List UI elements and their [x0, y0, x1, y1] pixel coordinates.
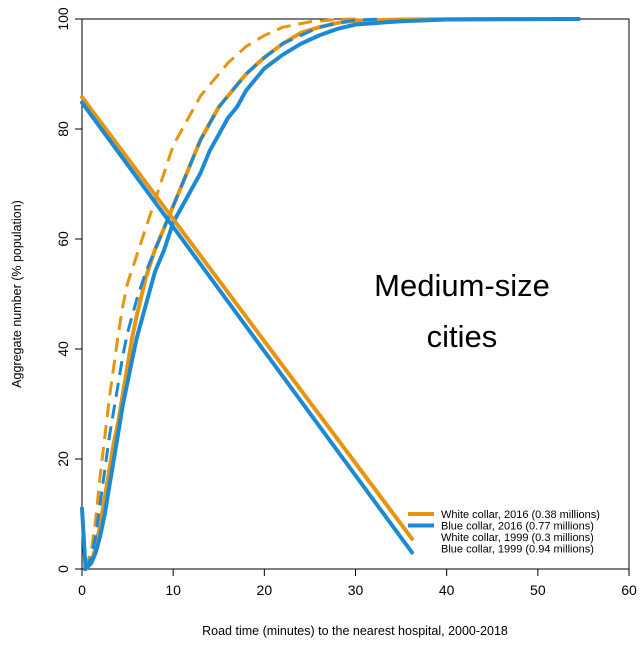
x-axis: 0 10 20 30 40 50 60 — [78, 569, 637, 598]
annotation-line-2: cities — [427, 319, 498, 354]
legend-entry: Blue collar, 2016 (0.77 millions) — [441, 521, 594, 533]
y-tick-label: 100 — [55, 7, 71, 31]
legend-entry: White collar, 2016 (0.38 millions) — [441, 509, 600, 521]
y-tick-label: 40 — [55, 341, 71, 357]
y-tick-label: 80 — [55, 121, 71, 137]
series-line-1 — [82, 17, 581, 571]
series-line-2 — [83, 17, 356, 570]
y-axis-title: Aggregate number (% population) — [10, 200, 24, 388]
series-line-5 — [80, 100, 414, 555]
series-line-4 — [80, 95, 414, 541]
x-tick-label: 30 — [348, 582, 364, 598]
x-tick-label: 10 — [165, 582, 181, 598]
plot-area — [80, 17, 630, 571]
annotation-line-1: Medium-size — [374, 268, 550, 303]
y-axis: 0 20 40 60 80 100 — [55, 7, 82, 573]
legend: White collar, 2016 (0.38 millions)Blue c… — [408, 509, 600, 556]
x-tick-label: 50 — [530, 582, 546, 598]
legend-entry: White collar, 1999 (0.3 millions) — [441, 532, 594, 544]
series-layer — [80, 17, 581, 571]
legend-entry: Blue collar, 1999 (0.94 millions) — [441, 544, 594, 556]
x-tick-label: 0 — [78, 582, 86, 598]
x-tick-label: 40 — [439, 582, 455, 598]
y-tick-label: 0 — [55, 565, 71, 573]
y-tick-label: 20 — [55, 451, 71, 467]
series-line-3 — [83, 17, 383, 570]
y-tick-label: 60 — [55, 231, 71, 247]
x-tick-label: 20 — [257, 582, 273, 598]
series-line-6 — [80, 506, 88, 571]
x-axis-title: Road time (minutes) to the nearest hospi… — [202, 624, 508, 638]
x-tick-label: 60 — [621, 582, 637, 598]
